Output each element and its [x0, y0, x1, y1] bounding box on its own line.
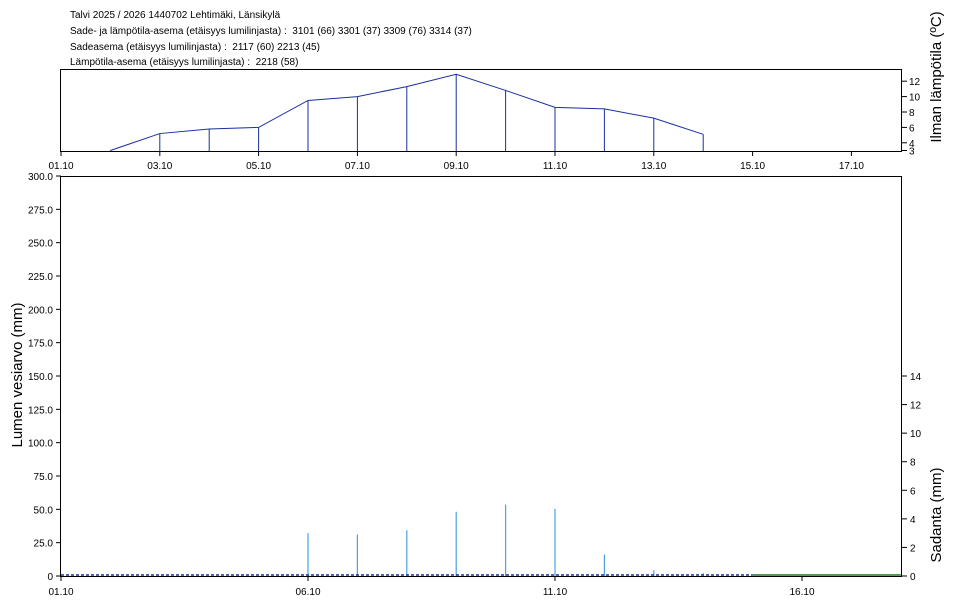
temp-x-tick-label: 11.10 — [543, 161, 568, 172]
temp-y-tick-label: 4 — [909, 139, 915, 150]
temp-x-tick-label: 05.10 — [246, 161, 271, 172]
swe-y-tick-label: 300.0 — [28, 172, 53, 183]
temp-y-tick-label: 12 — [909, 77, 921, 88]
precipitation-axis-title: Sadanta (mm) — [928, 467, 945, 562]
temperature-axis-title: Ilman lämpötila (ºC) — [928, 11, 945, 142]
precip-y-tick-label: 14 — [910, 372, 922, 383]
temperature-y-axis: 34 6 8 10 12 — [902, 77, 921, 158]
temp-y-tick-label: 6 — [909, 123, 915, 134]
temp-x-tick-label: 01.10 — [48, 161, 73, 172]
temperature-x-axis: 01.10 03.10 05.10 07.10 09.10 11.10 13.10 15.10… — [48, 151, 864, 172]
station-info-precip-temp: Sade- ja lämpötila-asema (etäisyys lumil… — [70, 26, 472, 37]
temp-y-tick-label: 10 — [909, 93, 921, 104]
snow-water-axis-title: Lumen vesiarvo (mm) — [9, 302, 26, 447]
temp-y-tick-label: 3 — [909, 147, 915, 158]
main-x-tick-label: 01.10 — [48, 587, 73, 598]
temp-x-tick-label: 17.10 — [839, 161, 864, 172]
swe-y-tick-label: 50.0 — [34, 505, 54, 516]
main-x-tick-label: 06.10 — [295, 587, 320, 598]
temperature-series — [109, 73, 704, 151]
swe-y-tick-label: 150.0 — [28, 372, 53, 383]
swe-y-tick-label: 100.0 — [28, 439, 53, 450]
swe-y-tick-label: 275.0 — [28, 205, 53, 216]
precip-y-tick-label: 6 — [910, 486, 916, 497]
chart-title: Talvi 2025 / 2026 1440702 Lehtimäki, Län… — [70, 10, 281, 21]
precipitation-y-axis: 0 2 4 6 8 10 12 14 — [902, 372, 922, 583]
precip-y-tick-label: 0 — [910, 572, 916, 583]
swe-y-tick-label: 175.0 — [28, 339, 53, 350]
swe-y-tick-label: 125.0 — [28, 405, 53, 416]
swe-y-tick-label: 0 — [47, 572, 53, 583]
precipitation-bars — [307, 504, 704, 576]
temp-x-tick-label: 13.10 — [641, 161, 666, 172]
main-x-tick-label: 11.10 — [543, 587, 568, 598]
main-x-axis: 01.10 06.10 11.10 16.10 — [48, 576, 815, 598]
temp-x-tick-label: 07.10 — [345, 161, 370, 172]
swe-y-tick-label: 250.0 — [28, 239, 53, 250]
precip-y-tick-label: 4 — [910, 515, 916, 526]
temperature-panel-frame — [60, 69, 902, 152]
main-x-tick-label: 16.10 — [789, 587, 814, 598]
precip-y-tick-label: 10 — [910, 429, 922, 440]
swe-y-tick-label: 75.0 — [34, 472, 54, 483]
temp-y-tick-label: 8 — [909, 108, 915, 119]
swe-y-tick-label: 200.0 — [28, 305, 53, 316]
temp-x-tick-label: 03.10 — [147, 161, 172, 172]
station-info-precip: Sadeasema (etäisyys lumilinjasta) : 2117… — [70, 42, 320, 53]
precip-y-tick-label: 8 — [910, 458, 916, 469]
precip-y-tick-label: 12 — [910, 401, 922, 412]
swe-y-tick-label: 25.0 — [34, 539, 54, 550]
temp-x-tick-label: 09.10 — [444, 161, 469, 172]
swe-y-tick-label: 225.0 — [28, 272, 53, 283]
station-info-temp: Lämpötila-asema (etäisyys lumilinjasta) … — [70, 57, 299, 68]
snow-panel-frame — [60, 176, 902, 577]
snow-water-y-axis: 0 25.0 50.0 75.0 100.0 125.0 150.0 175.0 200.0 22… — [28, 172, 61, 583]
precip-y-tick-label: 2 — [910, 543, 916, 554]
temp-x-tick-label: 15.10 — [740, 161, 765, 172]
